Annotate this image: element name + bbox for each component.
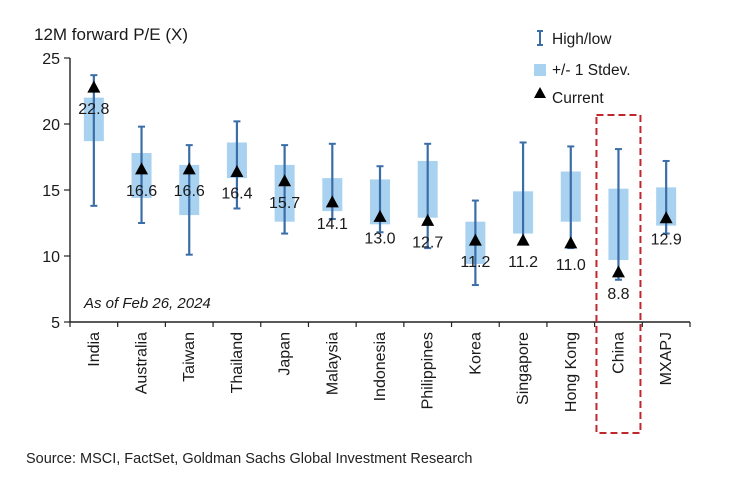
current-marker-10 (564, 236, 578, 249)
category-label-2: Taiwan (181, 332, 198, 382)
y-tick-label: 15 (42, 183, 60, 200)
y-tick-label: 25 (42, 51, 60, 68)
current-marker-8 (468, 233, 482, 246)
legend-label-2: Current (552, 90, 604, 107)
current-label-12: 12.9 (651, 232, 682, 249)
current-label-6: 13.0 (364, 230, 395, 247)
legend-label-0: High/low (552, 31, 612, 48)
current-marker-0 (87, 80, 101, 93)
y-tick-label: 20 (42, 117, 60, 134)
current-marker-5 (325, 195, 339, 208)
source-note: Source: MSCI, FactSet, Goldman Sachs Glo… (26, 451, 473, 467)
category-label-1: Australia (134, 332, 151, 394)
category-label-5: Malaysia (324, 332, 341, 395)
current-marker-9 (516, 233, 530, 246)
current-label-10: 11.0 (556, 257, 586, 274)
y-tick-label: 5 (51, 315, 60, 332)
current-label-9: 11.2 (508, 254, 538, 271)
current-marker-7 (421, 213, 435, 226)
category-label-11: China (610, 332, 627, 374)
highlight-box-china (595, 114, 642, 434)
current-label-3: 16.4 (221, 186, 252, 203)
current-label-1: 16.6 (126, 183, 157, 200)
current-marker-3 (230, 165, 244, 178)
current-marker-1 (135, 162, 149, 175)
current-label-8: 11.2 (460, 254, 490, 271)
as-of-annotation: As of Feb 26, 2024 (83, 295, 211, 312)
category-label-4: Japan (277, 332, 294, 376)
legend-label-1: +/- 1 Stdev. (552, 62, 631, 79)
current-label-7: 12.7 (412, 234, 443, 251)
y-tick-label: 10 (42, 249, 60, 266)
category-label-9: Singapore (515, 332, 532, 405)
current-marker-6 (373, 209, 387, 222)
current-label-5: 14.1 (317, 216, 348, 233)
current-marker-11 (611, 265, 625, 278)
category-label-7: Philippines (420, 332, 437, 409)
category-label-3: Thailand (229, 332, 246, 393)
current-label-4: 15.7 (269, 195, 300, 212)
current-marker-2 (182, 162, 196, 175)
category-label-8: Korea (467, 332, 484, 375)
current-marker-12 (659, 211, 673, 224)
current-label-11: 8.8 (607, 286, 629, 303)
category-label-10: Hong Kong (563, 332, 580, 412)
category-label-0: India (86, 332, 103, 367)
current-marker-4 (278, 174, 292, 187)
category-label-12: MXAPJ (658, 332, 675, 385)
legend-box-symbol (534, 64, 546, 76)
category-label-6: Indonesia (372, 332, 389, 401)
chart-title: 12M forward P/E (X) (34, 25, 188, 44)
current-label-0: 22.8 (78, 101, 109, 118)
current-label-2: 16.6 (174, 183, 205, 200)
legend-triangle-symbol (534, 87, 546, 98)
